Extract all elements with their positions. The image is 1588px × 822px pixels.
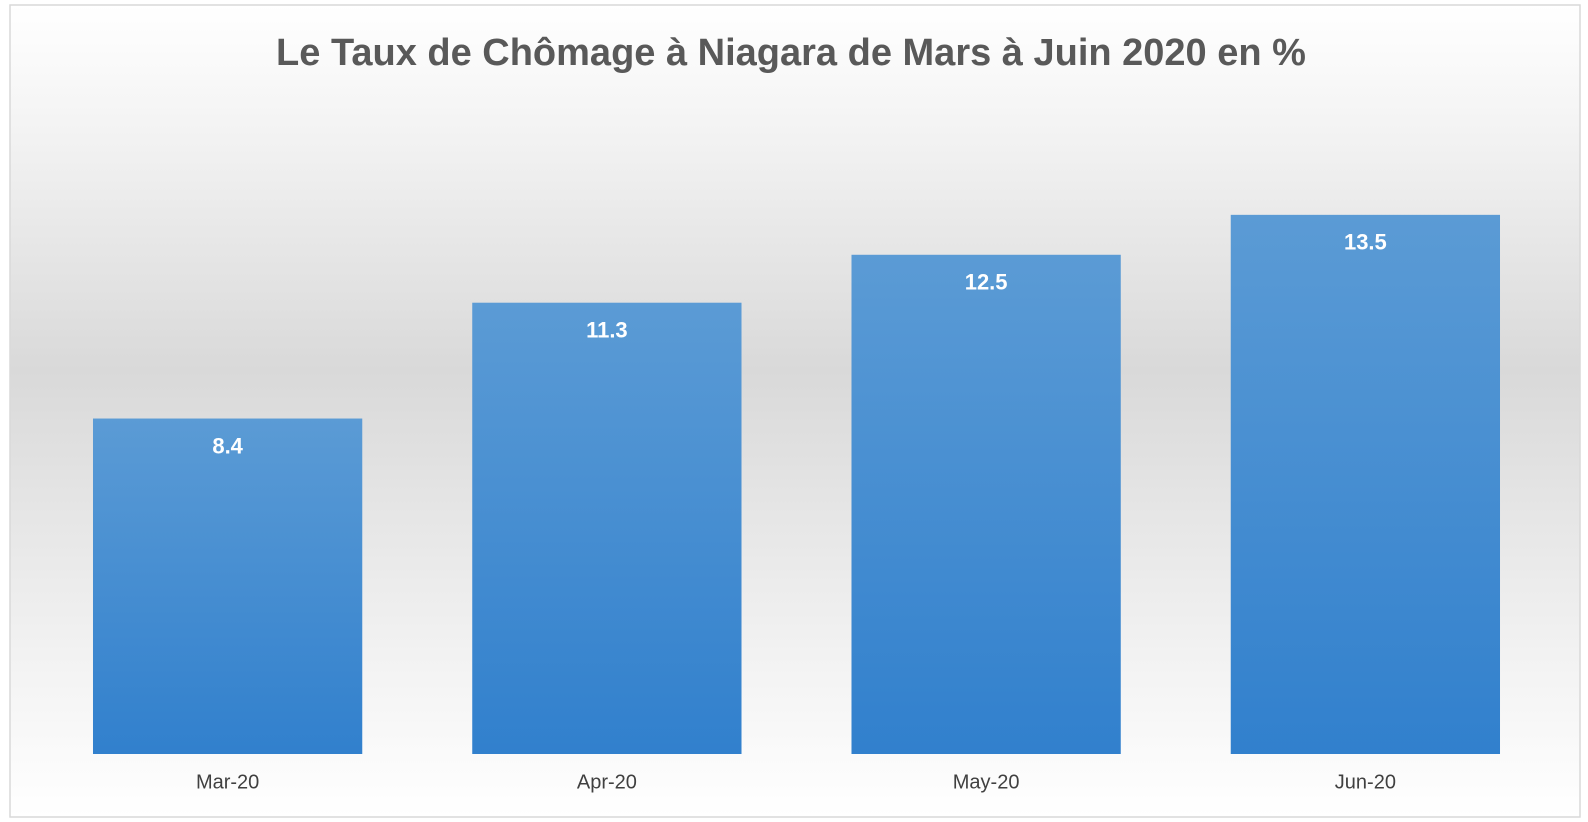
bar: [1230, 214, 1501, 754]
data-label: 8.4: [212, 433, 243, 458]
data-label: 13.5: [1344, 230, 1387, 255]
x-tick-label: Mar-20: [196, 771, 259, 793]
bar: [851, 254, 1121, 754]
x-tick-label: Apr-20: [577, 771, 637, 793]
data-label: 12.5: [965, 270, 1008, 295]
chart-title: Le Taux de Chômage à Niagara de Mars à J…: [276, 32, 1306, 74]
bar: [472, 302, 742, 754]
data-label: 11.3: [586, 318, 628, 343]
x-tick-label: May-20: [953, 771, 1020, 793]
x-tick-label: Jun-20: [1335, 771, 1396, 793]
bar: [92, 418, 363, 754]
